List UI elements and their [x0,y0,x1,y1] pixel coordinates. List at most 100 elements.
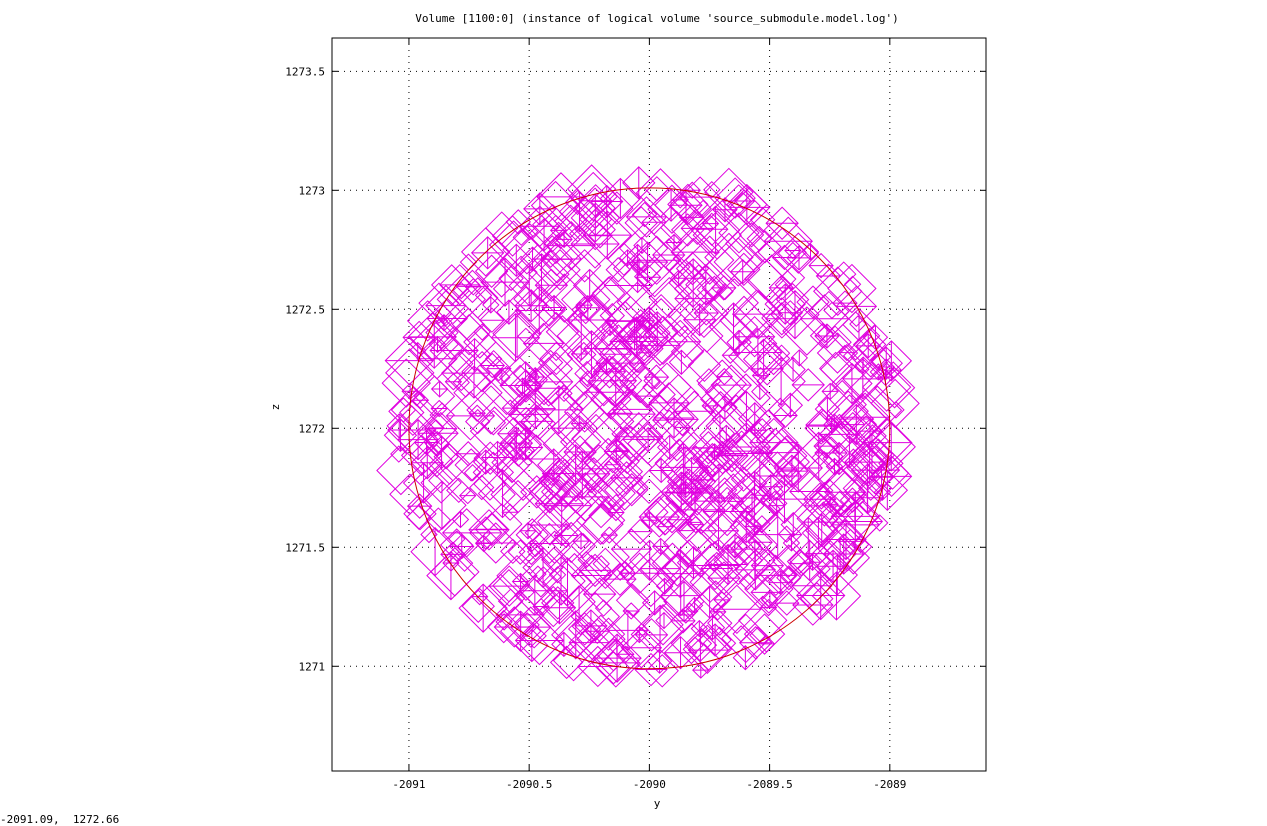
diamond-marker [514,612,540,638]
diamond-marker [485,211,519,245]
diamond-marker [527,218,561,252]
diamond-marker [406,504,432,530]
diamond-marker [731,484,781,534]
diamond-marker [667,325,702,359]
diamond-marker [420,525,438,544]
diamond-marker [701,214,720,233]
diamond-marker [655,611,673,630]
cursor-coordinate-readout: -2091.09, 1272.66 [0,813,120,826]
diamond-marker [458,583,508,633]
diamond-marker [448,313,490,356]
diamond-marker [513,406,539,433]
diamond-marker [516,253,567,303]
diamond-marker [603,260,654,311]
diamond-marker [536,172,586,222]
diamond-marker [712,197,738,223]
diamond-marker [786,548,813,575]
diamond-marker [734,192,752,210]
diamond-marker [796,285,830,319]
diamond-marker [760,590,779,608]
diamond-marker [707,503,757,554]
diamond-marker [871,514,889,532]
diamond-marker [766,435,808,477]
diamond-marker [731,289,782,339]
diamond-marker [644,176,670,202]
diamond-marker [474,254,509,288]
diamond-marker [808,290,850,333]
diamond-marker [584,460,634,510]
diamond-marker [452,373,470,392]
diamond-marker [698,464,717,482]
diamond-marker [492,280,511,298]
diamond-marker [575,342,609,376]
diamond-marker [541,586,575,620]
diamond-marker [455,441,481,467]
diamond-marker [607,242,641,276]
diamond-marker [803,553,822,571]
diamond-marker [531,311,581,362]
diamond-marker [575,441,594,459]
diamond-marker [472,451,515,494]
diamond-marker [687,348,722,383]
diamond-marker [541,250,560,268]
diamond-marker [693,300,719,326]
diamond-marker [730,466,757,492]
diamond-marker [808,484,835,510]
diamond-marker [592,555,610,573]
diamond-marker [479,307,505,333]
diamond-marker [647,184,697,234]
diamond-marker [540,458,590,509]
diamond-marker [703,180,721,199]
diamond-marker [492,308,542,359]
diamond-marker [631,309,650,327]
diamond-marker [461,589,495,623]
diamond-marker [843,275,862,294]
diamond-marker [515,380,534,398]
diamond-marker [607,493,625,512]
y-tick-labels: 1271 1271.5 1272 1272.5 1273 1273.5 [285,65,325,673]
diamond-marker [802,501,845,543]
diamond-marker [681,602,699,620]
diamond-marker [696,276,723,303]
diamond-marker [719,295,769,346]
diamond-marker [399,399,425,426]
diamond-marker [612,442,631,460]
diamond-marker [805,408,839,442]
diamond-marker [750,575,784,610]
x-tick-labels: -2091 -2090.5 -2090 -2089.5 -2089 [392,778,906,791]
diamond-marker [727,252,761,287]
diamond-marker [520,404,554,439]
diamond-marker [774,276,793,294]
diamond-marker [514,285,564,336]
diamond-marker [454,448,488,482]
diamond-marker [646,492,681,527]
diamond-marker [386,413,412,439]
diamond-marker [591,638,641,688]
diamond-marker [508,427,543,461]
diamond-marker [571,413,621,464]
diamond-marker [821,495,839,514]
diamond-marker [495,613,513,631]
diamond-marker [652,411,670,429]
diamond-marker [428,467,454,494]
diamond-marker [643,499,669,525]
diamond-marker [796,493,846,544]
diamond-marker [491,215,534,257]
x-tick-label: -2089.5 [746,778,792,791]
diamond-marker [599,302,625,329]
diamond-marker [502,225,552,275]
diamond-marker [670,335,705,369]
diamond-marker [539,273,590,323]
diamond-marker [545,315,580,349]
diamond-marker [660,574,702,617]
diamond-marker [475,573,526,624]
diamond-marker [667,293,709,336]
diamond-marker [676,431,711,465]
diamond-marker [376,445,426,496]
diamond-marker [756,356,806,407]
diamond-marker [574,208,616,251]
diamond-marker [734,539,776,582]
diamond-marker [813,266,863,316]
diamond-marker [764,283,806,325]
